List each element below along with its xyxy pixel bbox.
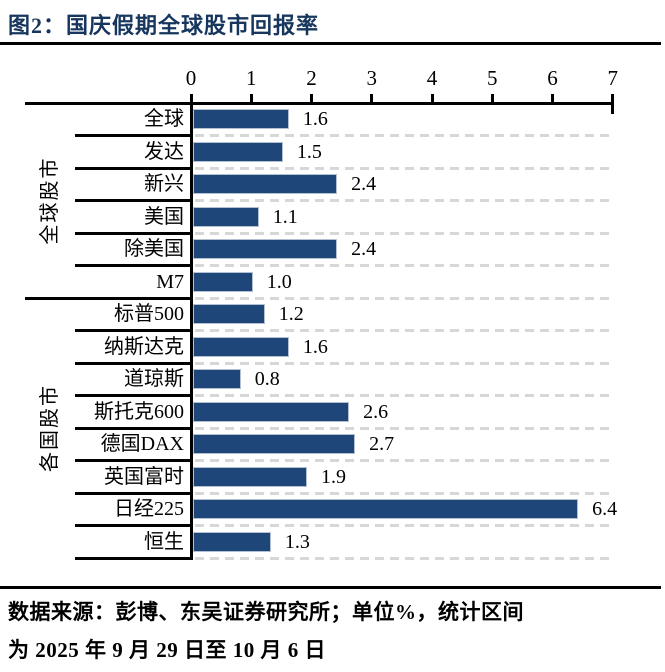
row-separator-line — [75, 134, 193, 137]
bar-5 — [192, 271, 253, 292]
bar-value-label: 1.0 — [266, 270, 292, 293]
category-label: 美国 — [144, 205, 184, 228]
row-gridline-dashed — [195, 296, 612, 300]
bar-13 — [192, 531, 271, 552]
row-separator-line — [75, 264, 193, 267]
bar-value-label: 2.7 — [369, 433, 395, 456]
category-label: 全球 — [144, 108, 184, 131]
bar-value-label: 1.9 — [320, 465, 346, 488]
x-axis-tick-mark — [430, 93, 434, 102]
x-axis-tick-mark — [611, 93, 615, 102]
category-label: 恒生 — [144, 530, 184, 553]
bar-value-label: 0.8 — [254, 368, 280, 391]
group-label-0: 全球股市 — [39, 156, 61, 245]
row-gridline-dashed — [195, 426, 612, 430]
x-axis-tick-label: 2 — [306, 66, 317, 90]
x-axis-tick-label: 3 — [366, 66, 378, 90]
category-label: 德国DAX — [100, 433, 184, 456]
bar-9 — [192, 401, 350, 422]
row-separator-line — [75, 329, 193, 332]
row-gridline-dashed — [195, 361, 612, 365]
row-gridline-dashed — [195, 199, 612, 202]
category-label: 日经225 — [114, 498, 184, 521]
x-axis-tick-mark — [310, 93, 313, 102]
row-gridline-dashed — [195, 556, 612, 560]
row-separator-line — [75, 231, 193, 235]
row-gridline-dashed — [195, 491, 612, 495]
x-axis-tick-label: 1 — [246, 66, 257, 90]
bar-3 — [192, 206, 259, 227]
row-gridline-dashed — [195, 524, 612, 527]
category-label: 发达 — [144, 140, 184, 163]
source-note-line2: 为 2025 年 9 月 29 日至 10 月 6 日 — [8, 638, 326, 662]
group-label-1: 各国股市 — [39, 384, 61, 472]
bar-8 — [192, 369, 241, 390]
row-separator-line — [75, 361, 193, 365]
group-separator-line — [25, 296, 193, 300]
x-axis-tick-label: 5 — [487, 66, 498, 90]
category-label: 纳斯达克 — [104, 335, 184, 358]
x-axis-tick-mark — [249, 93, 253, 102]
bar-6 — [192, 304, 265, 325]
row-gridline-dashed — [195, 231, 612, 235]
category-label: 斯托克600 — [94, 400, 184, 423]
category-label: 标普500 — [114, 303, 184, 326]
bar-11 — [192, 466, 307, 487]
category-label: 英国富时 — [104, 465, 184, 488]
bar-2 — [192, 174, 338, 195]
x-axis-tick-mark — [370, 93, 374, 102]
row-separator-line — [75, 556, 193, 560]
figure-title: 图2：国庆假期全球股市回报率 — [8, 13, 320, 38]
row-gridline-dashed — [195, 166, 612, 170]
bar-7 — [192, 336, 289, 357]
x-axis-tick-label: 7 — [607, 66, 619, 90]
bar-value-label: 6.4 — [592, 498, 618, 521]
row-gridline-dashed — [195, 459, 612, 462]
bar-value-label: 2.4 — [351, 238, 377, 261]
bar-0 — [192, 109, 289, 130]
category-label: M7 — [156, 270, 184, 293]
footer-divider-line — [0, 586, 661, 589]
row-gridline-dashed — [195, 394, 612, 397]
x-axis-line — [25, 101, 614, 105]
x-axis-tick-label: 0 — [185, 66, 197, 90]
bar-1 — [192, 141, 283, 162]
group-label-wrap: 各国股市 — [38, 298, 62, 558]
x-axis-tick-mark — [490, 93, 494, 102]
category-label: 道琼斯 — [124, 368, 184, 391]
x-axis-tick-mark — [551, 93, 554, 102]
title-divider-line — [0, 42, 661, 45]
bar-value-label: 1.1 — [272, 205, 298, 228]
group-label-wrap: 全球股市 — [38, 103, 62, 298]
bar-4 — [192, 239, 338, 260]
row-gridline-dashed — [195, 264, 612, 267]
bar-value-label: 1.5 — [296, 140, 322, 163]
x-axis-end-tick — [611, 104, 614, 114]
x-axis-tick-mark — [189, 93, 193, 102]
bar-value-label: 2.6 — [363, 400, 389, 423]
row-separator-line — [75, 394, 193, 397]
bar-value-label: 1.3 — [284, 530, 310, 553]
row-separator-line — [75, 199, 193, 202]
bar-value-label: 1.6 — [302, 108, 328, 131]
row-separator-line — [75, 491, 193, 495]
row-separator-line — [75, 426, 193, 430]
bar-value-label: 1.2 — [278, 303, 304, 326]
row-separator-line — [75, 166, 193, 170]
x-axis-tick-label: 6 — [547, 66, 558, 90]
bar-12 — [192, 499, 579, 520]
category-label: 新兴 — [144, 173, 184, 196]
bar-value-label: 2.4 — [351, 173, 377, 196]
source-note-line1: 数据来源：彭博、东吴证券研究所；单位%，统计区间 — [8, 600, 524, 624]
row-gridline-dashed — [195, 134, 612, 137]
row-gridline-dashed — [195, 329, 612, 332]
category-label: 除美国 — [124, 238, 184, 261]
x-axis-tick-label: 4 — [426, 66, 438, 90]
bar-value-label: 1.6 — [302, 335, 328, 358]
row-separator-line — [75, 524, 193, 527]
row-separator-line — [75, 459, 193, 462]
bar-10 — [192, 434, 356, 455]
